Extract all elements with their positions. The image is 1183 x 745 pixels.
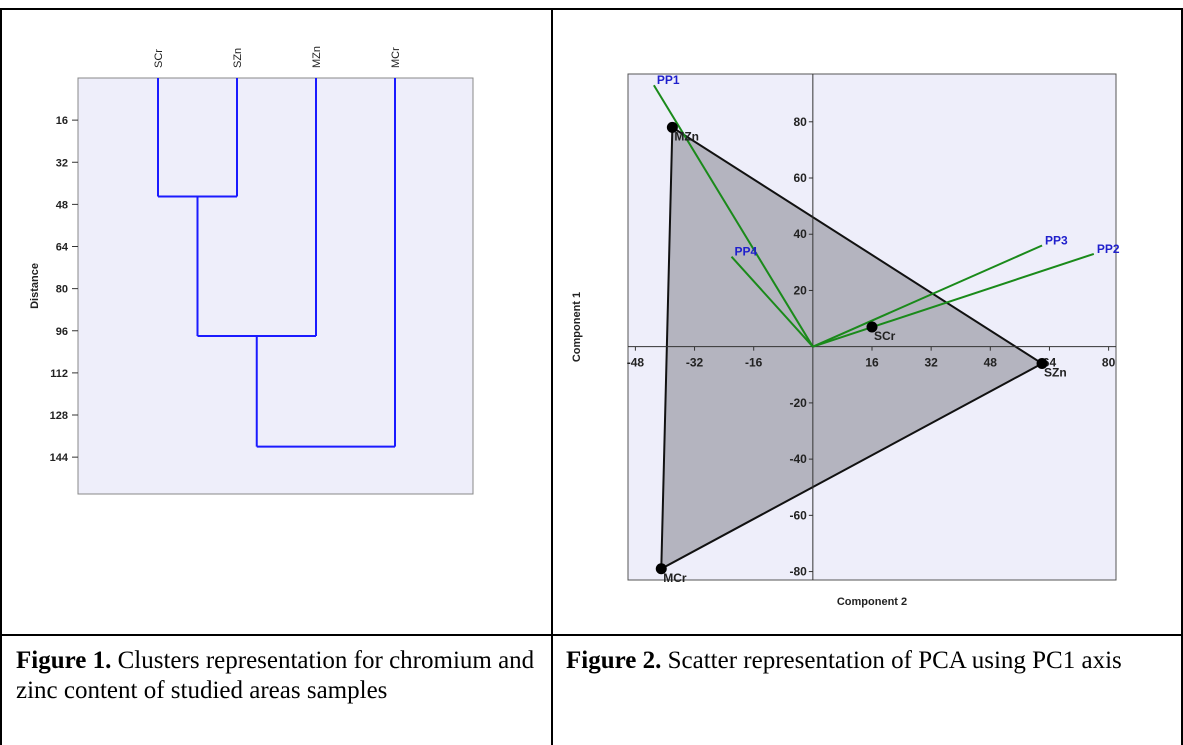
- y-axis-title: Distance: [29, 263, 41, 309]
- y-axis-title: Component 1: [571, 292, 583, 362]
- point-mzn: [666, 121, 678, 133]
- vector-label-pp3: PP3: [1045, 233, 1068, 247]
- y-tick-label: 112: [50, 368, 68, 380]
- y-tick-label: 60: [793, 171, 807, 185]
- x-tick-label: 48: [984, 356, 998, 370]
- plot-area: [77, 77, 474, 495]
- point-szn: [1036, 358, 1048, 370]
- table-border-top: [0, 8, 1183, 10]
- point-scr: [866, 321, 878, 333]
- vector-label-pp1: PP1: [657, 73, 680, 87]
- figure2-pca-scatter: -48 -32 -16 16 32 48 64 8080604020-20-40-60-80P…: [571, 73, 1120, 608]
- figure1-caption-text: Clusters representation for chromium and…: [16, 647, 535, 704]
- y-tick-label: -20: [790, 396, 808, 410]
- y-tick-label: 64: [56, 242, 69, 254]
- point-label-szn: SZn: [1044, 366, 1067, 380]
- x-tick-label: -16: [745, 356, 763, 370]
- y-tick-label: 20: [793, 283, 807, 297]
- table-border-row: [0, 634, 1183, 636]
- loading-vector-pp2: [812, 252, 1095, 348]
- table-border-left: [0, 8, 2, 745]
- y-tick-label: 144: [50, 452, 69, 464]
- y-tick-label: -40: [790, 452, 808, 466]
- point-label-mcr: MCr: [663, 571, 687, 585]
- y-tick-label: 40: [793, 227, 807, 241]
- figure1-caption-label: Figure 1.: [16, 647, 112, 674]
- y-tick-label: -80: [790, 565, 808, 579]
- loading-vector-pp3: [812, 244, 1043, 348]
- y-tick-label: 16: [56, 115, 68, 127]
- convex-hull: [660, 125, 1045, 571]
- table-border-right: [1181, 8, 1183, 745]
- loading-vector-pp4: [730, 256, 814, 348]
- y-tick-label: 80: [56, 284, 68, 296]
- loading-vector-pp1: [653, 84, 814, 348]
- point-label-scr: SCr: [874, 329, 896, 343]
- y-tick-label: 32: [56, 157, 68, 169]
- y-tick-label: 128: [50, 410, 68, 422]
- leaf-label-mcr: MCr: [390, 47, 402, 68]
- leaf-label-scr: SCr: [153, 49, 165, 68]
- figure2-caption-label: Figure 2.: [566, 647, 662, 674]
- point-label-mzn: MZn: [674, 129, 699, 143]
- vector-label-pp2: PP2: [1097, 242, 1120, 256]
- leaf-label-mzn: MZn: [311, 46, 323, 68]
- vector-label-pp4: PP4: [735, 245, 758, 259]
- point-mcr: [655, 563, 667, 575]
- x-tick-label: -32: [686, 356, 704, 370]
- x-tick-label: 32: [924, 356, 938, 370]
- figure2-caption-text: Scatter representation of PCA using PC1 …: [661, 647, 1122, 674]
- x-tick-label: 80: [1102, 356, 1116, 370]
- figure1-caption: Figure 1. Clusters representation for ch…: [16, 646, 536, 706]
- figure2-caption: Figure 2. Scatter representation of PCA …: [566, 646, 1166, 676]
- y-tick-label: 80: [793, 115, 807, 129]
- leaf-label-szn: SZn: [232, 48, 244, 68]
- y-tick-label: -60: [790, 508, 808, 522]
- table-border-middle: [551, 8, 553, 745]
- x-tick-label: -48: [627, 356, 645, 370]
- x-tick-label: 16: [865, 356, 879, 370]
- y-tick-label: 48: [56, 199, 68, 211]
- x-axis-title: Component 2: [837, 596, 907, 608]
- figure1-dendrogram: 16 32 48 64 80 96 112 128 144 Distance SCr SZn MZn MC…: [29, 46, 474, 495]
- y-tick-label: 96: [56, 326, 68, 338]
